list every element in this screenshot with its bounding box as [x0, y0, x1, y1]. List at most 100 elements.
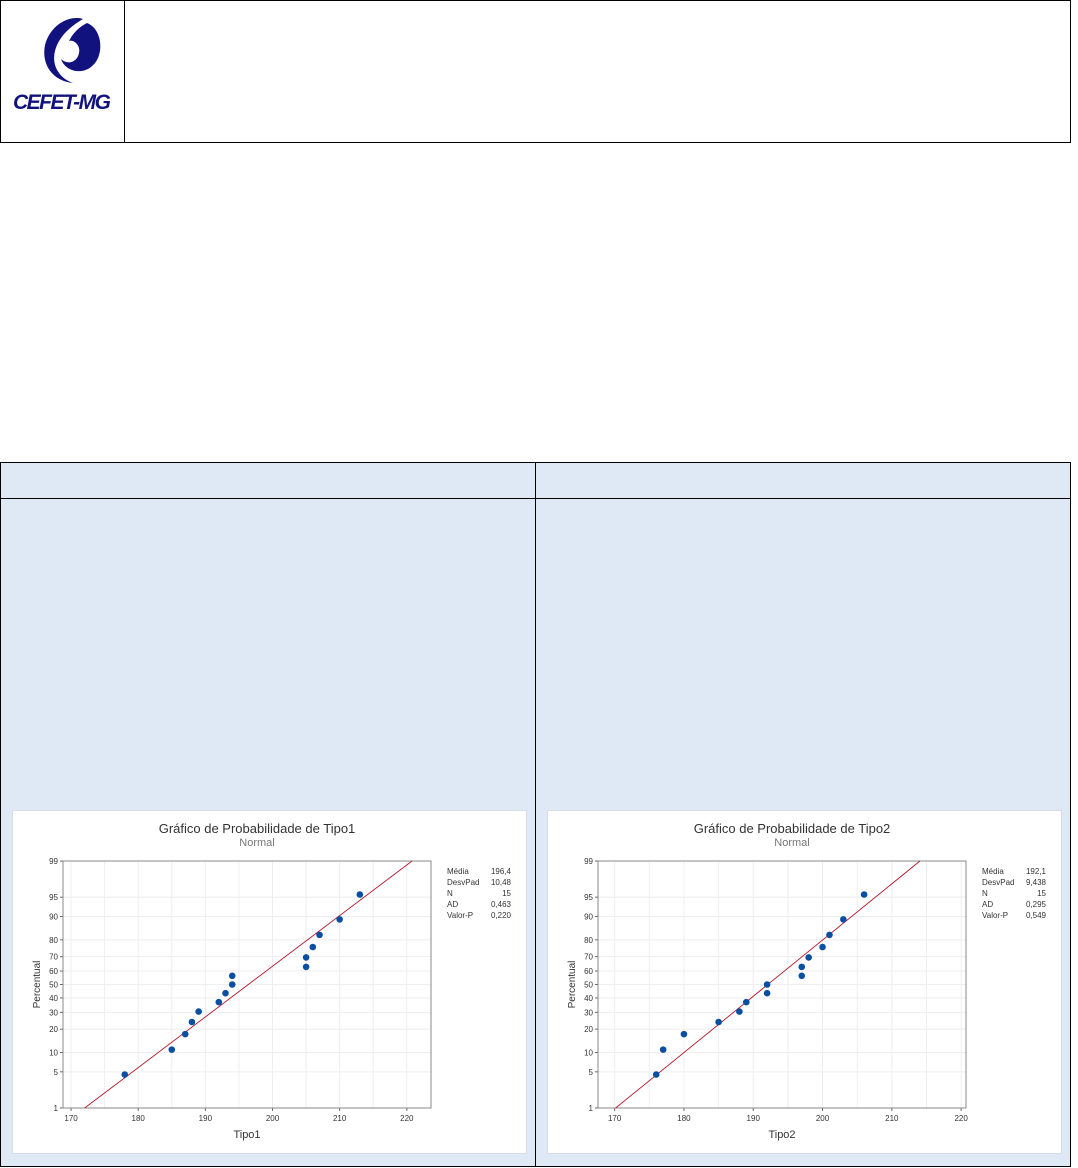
data-point: [195, 1008, 202, 1015]
data-point: [356, 891, 364, 898]
y-tick-label: 80: [49, 936, 58, 945]
x-tick-label: 200: [816, 1114, 830, 1123]
x-tick-label: 180: [132, 1114, 146, 1123]
stat-value: 192,1: [1026, 867, 1047, 876]
y-tick-label: 20: [49, 1025, 58, 1034]
y-tick-label: 90: [584, 912, 593, 921]
y-tick-label: 50: [49, 981, 58, 990]
y-tick-label: 50: [584, 981, 593, 990]
y-tick-label: 80: [584, 936, 593, 945]
data-point: [302, 954, 310, 961]
y-axis-label: Percentual: [567, 961, 578, 1009]
chart-title: Gráfico de Probabilidade de Tipo1: [159, 821, 356, 836]
data-point: [659, 1046, 667, 1053]
x-tick-label: 220: [954, 1114, 968, 1123]
stat-label: AD: [982, 900, 993, 909]
data-point: [763, 981, 771, 988]
svg-text:CEFET-MG: CEFET-MG: [13, 91, 111, 114]
data-point: [228, 981, 236, 988]
stat-label: N: [447, 889, 453, 898]
stat-label: Média: [982, 867, 1004, 876]
x-tick-label: 190: [199, 1114, 213, 1123]
x-tick-label: 200: [266, 1114, 280, 1123]
x-tick-label: 180: [677, 1114, 691, 1123]
stat-value: 0,463: [491, 900, 512, 909]
stat-label: AD: [447, 900, 458, 909]
x-tick-label: 170: [64, 1114, 78, 1123]
data-point: [228, 972, 236, 980]
data-point: [680, 1030, 688, 1038]
stat-value: 15: [502, 889, 511, 898]
x-tick-label: 190: [747, 1114, 761, 1123]
data-point: [826, 931, 833, 939]
y-tick-label: 40: [49, 994, 58, 1003]
data-point: [763, 989, 771, 997]
stat-value: 196,4: [491, 867, 512, 876]
x-tick-label: 220: [400, 1114, 414, 1123]
charts-table: Gráfico de Probabilidade de Tipo1 Normal 1…: [0, 462, 1071, 1167]
x-tick-label: 170: [608, 1114, 622, 1123]
chart-subtitle: Normal: [774, 837, 809, 849]
x-axis-label: Tipo1: [233, 1129, 260, 1141]
stat-label: DesvPad: [447, 878, 479, 887]
stat-label: Média: [447, 867, 469, 876]
data-point: [819, 943, 826, 951]
y-tick-label: 60: [49, 967, 58, 976]
stat-value: 0,295: [1026, 900, 1047, 909]
data-point: [798, 963, 806, 971]
data-point: [168, 1046, 176, 1053]
y-tick-label: 10: [584, 1049, 593, 1058]
y-tick-label: 1: [589, 1104, 594, 1113]
logo-cell: CEFET-MG: [1, 1, 125, 142]
data-point: [736, 1008, 743, 1015]
data-point: [798, 972, 806, 980]
y-tick-label: 70: [49, 953, 58, 962]
stat-label: Valor-P: [982, 911, 1008, 920]
data-point: [121, 1071, 129, 1078]
data-point: [188, 1018, 196, 1026]
stat-label: N: [982, 889, 988, 898]
data-point: [840, 916, 847, 923]
data-point: [309, 943, 317, 951]
y-tick-label: 60: [584, 967, 593, 976]
data-point: [181, 1030, 189, 1038]
data-point: [222, 989, 229, 997]
data-point: [302, 963, 310, 971]
y-tick-label: 10: [49, 1049, 58, 1058]
data-point: [743, 998, 750, 1006]
y-tick-label: 40: [584, 994, 593, 1003]
chart-subtitle: Normal: [239, 837, 274, 849]
y-tick-label: 5: [54, 1068, 59, 1077]
x-tick-label: 210: [885, 1114, 899, 1123]
chart-title: Gráfico de Probabilidade de Tipo2: [694, 821, 891, 836]
y-tick-label: 5: [589, 1068, 594, 1077]
cefet-mg-logo: CEFET-MG: [13, 18, 111, 114]
x-tick-label: 210: [333, 1114, 347, 1123]
plot-area: [597, 860, 967, 1109]
y-axis-label: Percentual: [32, 961, 43, 1009]
stat-value: 10,48: [491, 878, 512, 887]
data-point: [860, 891, 868, 898]
stat-label: Valor-P: [447, 911, 473, 920]
y-tick-label: 20: [584, 1025, 593, 1034]
y-tick-label: 70: [584, 953, 593, 962]
data-point: [652, 1071, 660, 1078]
stat-value: 15: [1037, 889, 1046, 898]
chart-tipo2-panel: Gráfico de Probabilidade de Tipo2 Normal 1…: [547, 810, 1062, 1154]
y-tick-label: 95: [584, 893, 593, 902]
fit-line: [84, 860, 413, 1109]
y-tick-label: 99: [584, 857, 593, 866]
data-point: [715, 1018, 722, 1026]
header-table: CEFET-MG: [0, 0, 1071, 143]
y-tick-label: 30: [49, 1008, 58, 1017]
chart-tipo1-panel: Gráfico de Probabilidade de Tipo1 Normal 1…: [12, 810, 527, 1154]
data-point: [316, 931, 323, 939]
data-point: [805, 954, 812, 961]
stat-value: 0,549: [1026, 911, 1047, 920]
stat-value: 9,438: [1026, 878, 1047, 887]
y-tick-label: 1: [54, 1104, 59, 1113]
y-tick-label: 30: [584, 1008, 593, 1017]
y-tick-label: 90: [49, 912, 58, 921]
